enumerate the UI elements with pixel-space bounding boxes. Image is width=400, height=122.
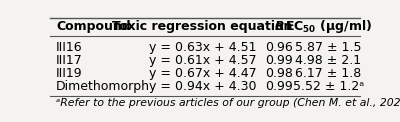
Text: 0.99: 0.99 — [266, 54, 293, 67]
Text: y = 0.61x + 4.57: y = 0.61x + 4.57 — [149, 54, 256, 67]
Text: EC$_{\mathbf{50}}$ ($\mathbf{\mu}$g/ml): EC$_{\mathbf{50}}$ ($\mathbf{\mu}$g/ml) — [285, 18, 372, 35]
Text: Toxic regression equation: Toxic regression equation — [112, 20, 293, 33]
Text: 0.99: 0.99 — [266, 80, 293, 93]
Text: III17: III17 — [56, 54, 83, 67]
Text: Compound: Compound — [56, 20, 131, 33]
Text: 0.96: 0.96 — [266, 41, 293, 55]
Text: 5.87 ± 1.5: 5.87 ± 1.5 — [295, 41, 362, 55]
Text: III19: III19 — [56, 67, 83, 80]
Text: 5.52 ± 1.2ᵃ: 5.52 ± 1.2ᵃ — [293, 80, 364, 93]
Text: R: R — [274, 20, 284, 33]
Text: y = 0.94x + 4.30: y = 0.94x + 4.30 — [149, 80, 256, 93]
Text: 0.98: 0.98 — [266, 67, 293, 80]
Text: y = 0.67x + 4.47: y = 0.67x + 4.47 — [149, 67, 256, 80]
Text: ᵃRefer to the previous articles of our group (Chen M. et al., 2021).: ᵃRefer to the previous articles of our g… — [56, 98, 400, 108]
Text: y = 0.63x + 4.51: y = 0.63x + 4.51 — [149, 41, 256, 55]
Text: III16: III16 — [56, 41, 83, 55]
Text: 4.98 ± 2.1: 4.98 ± 2.1 — [295, 54, 361, 67]
Text: Dimethomorph: Dimethomorph — [56, 80, 150, 93]
Text: 6.17 ± 1.8: 6.17 ± 1.8 — [295, 67, 361, 80]
